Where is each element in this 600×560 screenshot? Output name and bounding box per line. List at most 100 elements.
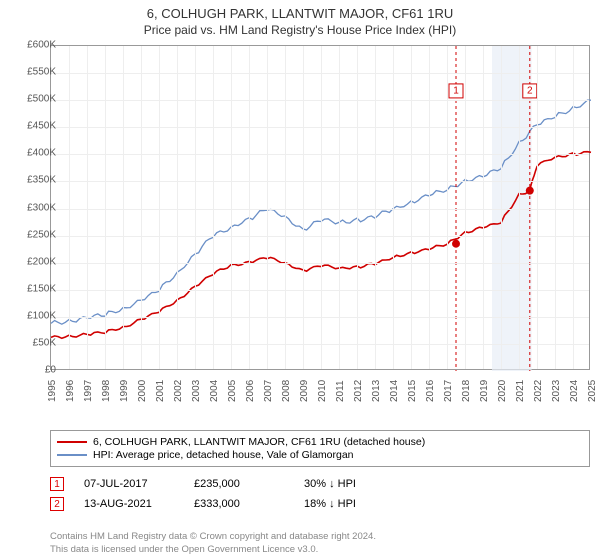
x-axis-label: 2016 xyxy=(425,380,436,402)
x-axis-label: 2008 xyxy=(281,380,292,402)
gridline-v xyxy=(429,46,430,369)
sales-row-delta: 30% ↓ HPI xyxy=(304,478,394,490)
sale-marker-dot xyxy=(526,187,534,195)
x-axis-label: 2002 xyxy=(173,380,184,402)
footer-line-2: This data is licensed under the Open Gov… xyxy=(50,544,376,556)
gridline-v xyxy=(177,46,178,369)
x-axis-label: 2013 xyxy=(371,380,382,402)
legend-swatch xyxy=(57,441,87,443)
x-axis-label: 2024 xyxy=(569,380,580,402)
y-axis-label: £0 xyxy=(45,365,56,376)
x-axis-label: 2014 xyxy=(389,380,400,402)
x-axis-label: 2001 xyxy=(155,380,166,402)
x-axis-label: 2025 xyxy=(587,380,598,402)
gridline-h xyxy=(51,209,589,210)
chart-svg: 12 xyxy=(51,46,589,369)
gridline-h xyxy=(51,100,589,101)
gridline-v xyxy=(465,46,466,369)
gridline-h xyxy=(51,236,589,237)
x-axis-label: 2015 xyxy=(407,380,418,402)
x-axis-label: 2021 xyxy=(515,380,526,402)
x-axis-label: 1996 xyxy=(65,380,76,402)
x-axis-label: 2006 xyxy=(245,380,256,402)
sales-row-price: £333,000 xyxy=(194,498,284,510)
legend-swatch xyxy=(57,454,87,455)
chart-subtitle: Price paid vs. HM Land Registry's House … xyxy=(0,21,600,37)
gridline-v xyxy=(195,46,196,369)
y-axis-label: £50K xyxy=(33,337,56,348)
gridline-v xyxy=(501,46,502,369)
gridline-v xyxy=(321,46,322,369)
sales-row: 2 13-AUG-2021 £333,000 18% ↓ HPI xyxy=(50,494,590,514)
x-axis-label: 1995 xyxy=(47,380,58,402)
sale-marker-num: 1 xyxy=(453,85,459,96)
gridline-v xyxy=(573,46,574,369)
footer-line-1: Contains HM Land Registry data © Crown c… xyxy=(50,531,376,543)
x-axis-label: 2003 xyxy=(191,380,202,402)
x-axis-label: 2020 xyxy=(497,380,508,402)
x-axis-label: 2018 xyxy=(461,380,472,402)
legend-box: 6, COLHUGH PARK, LLANTWIT MAJOR, CF61 1R… xyxy=(50,430,590,467)
gridline-h xyxy=(51,73,589,74)
gridline-v xyxy=(375,46,376,369)
gridline-v xyxy=(303,46,304,369)
y-axis-label: £200K xyxy=(27,256,56,267)
gridline-v xyxy=(231,46,232,369)
gridline-h xyxy=(51,154,589,155)
chart-title: 6, COLHUGH PARK, LLANTWIT MAJOR, CF61 1R… xyxy=(0,0,600,21)
y-axis-label: £300K xyxy=(27,202,56,213)
sale-marker-num: 2 xyxy=(527,85,533,96)
gridline-v xyxy=(519,46,520,369)
gridline-v xyxy=(141,46,142,369)
sales-row-delta: 18% ↓ HPI xyxy=(304,498,394,510)
gridline-h xyxy=(51,317,589,318)
gridline-v xyxy=(159,46,160,369)
sales-row-marker: 1 xyxy=(50,477,64,491)
sales-row: 1 07-JUL-2017 £235,000 30% ↓ HPI xyxy=(50,474,590,494)
gridline-v xyxy=(447,46,448,369)
gridline-v xyxy=(357,46,358,369)
footer-attribution: Contains HM Land Registry data © Crown c… xyxy=(50,531,376,556)
sales-row-date: 13-AUG-2021 xyxy=(84,498,174,510)
chart-plot-area: 12 xyxy=(50,45,590,370)
gridline-h xyxy=(51,181,589,182)
gridline-v xyxy=(285,46,286,369)
gridline-v xyxy=(483,46,484,369)
gridline-v xyxy=(213,46,214,369)
x-axis-label: 2022 xyxy=(533,380,544,402)
gridline-v xyxy=(411,46,412,369)
x-axis-label: 2009 xyxy=(299,380,310,402)
x-axis-label: 1998 xyxy=(101,380,112,402)
x-axis-label: 2010 xyxy=(317,380,328,402)
sales-row-date: 07-JUL-2017 xyxy=(84,478,174,490)
gridline-h xyxy=(51,344,589,345)
y-axis-label: £150K xyxy=(27,283,56,294)
sales-row-marker: 2 xyxy=(50,497,64,511)
x-axis-label: 2012 xyxy=(353,380,364,402)
x-axis-label: 2011 xyxy=(335,380,346,402)
y-axis-label: £350K xyxy=(27,175,56,186)
sales-table: 1 07-JUL-2017 £235,000 30% ↓ HPI 2 13-AUG-202… xyxy=(50,474,590,514)
x-axis-label: 2007 xyxy=(263,380,274,402)
x-axis-label: 2005 xyxy=(227,380,238,402)
legend-row: HPI: Average price, detached house, Vale… xyxy=(57,449,583,461)
x-axis-label: 2000 xyxy=(137,380,148,402)
x-axis-label: 2019 xyxy=(479,380,490,402)
gridline-v xyxy=(555,46,556,369)
x-axis-label: 2017 xyxy=(443,380,454,402)
x-axis-label: 1997 xyxy=(83,380,94,402)
x-axis-label: 1999 xyxy=(119,380,130,402)
gridline-v xyxy=(105,46,106,369)
gridline-v xyxy=(267,46,268,369)
gridline-v xyxy=(393,46,394,369)
gridline-h xyxy=(51,263,589,264)
legend-label: HPI: Average price, detached house, Vale… xyxy=(93,449,354,461)
y-axis-label: £100K xyxy=(27,310,56,321)
y-axis-label: £400K xyxy=(27,148,56,159)
y-axis-label: £600K xyxy=(27,40,56,51)
gridline-h xyxy=(51,127,589,128)
gridline-v xyxy=(123,46,124,369)
legend-label: 6, COLHUGH PARK, LLANTWIT MAJOR, CF61 1R… xyxy=(93,436,425,448)
gridline-v xyxy=(339,46,340,369)
sales-row-price: £235,000 xyxy=(194,478,284,490)
